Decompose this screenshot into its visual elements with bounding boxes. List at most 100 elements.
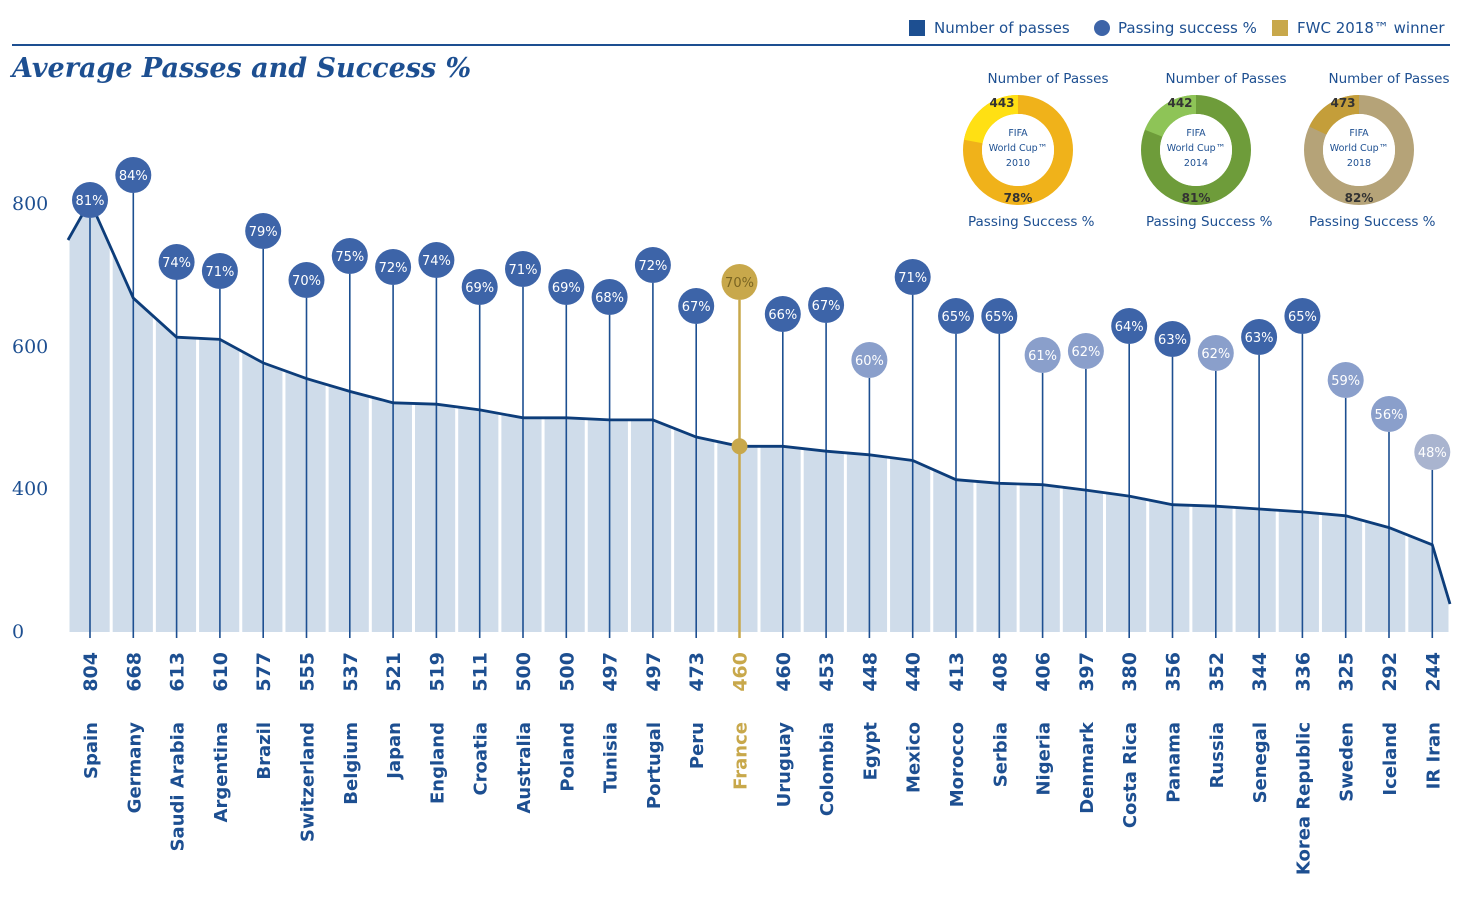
- passes-value-label: 497: [643, 652, 665, 692]
- success-label: 67%: [682, 300, 711, 315]
- passes-value-label: 613: [167, 652, 189, 692]
- y-axis: 0 400 600 800: [12, 193, 48, 643]
- donut-percent: 78%: [1004, 191, 1033, 205]
- success-bubble: [1197, 335, 1234, 371]
- x-labels: 804 Spain 668 Germany 613 Saudi Arabia 610 Arge…: [80, 652, 1444, 875]
- success-bubble: [115, 157, 152, 193]
- country-label: Spain: [81, 722, 102, 779]
- success-bubble: [1414, 434, 1451, 470]
- passes-value-label: 610: [210, 652, 232, 692]
- success-label: 56%: [1375, 408, 1404, 423]
- passes-line: [66, 197, 1452, 605]
- success-bubble: [375, 249, 412, 285]
- passes-value-label: 244: [1422, 652, 1444, 692]
- legend-winner-swatch: [1272, 20, 1288, 36]
- donut-center-label: 2018: [1347, 158, 1371, 169]
- passes-value-label: 500: [556, 652, 578, 692]
- success-label: 74%: [422, 254, 451, 269]
- country-label: Tunisia: [601, 722, 622, 793]
- success-bubble: [331, 238, 368, 274]
- success-bubble: [418, 242, 455, 278]
- success-bubble: [505, 251, 541, 287]
- y-tick-label: 0: [12, 621, 24, 643]
- passes-value-label: 292: [1379, 652, 1401, 692]
- country-label: Costa Rica: [1120, 722, 1141, 828]
- country-label: Colombia: [817, 722, 838, 816]
- success-label: 84%: [119, 169, 148, 184]
- legend-passes-label: Number of passes: [934, 19, 1070, 37]
- success-bubble: [634, 247, 671, 283]
- passes-value-label: 413: [946, 652, 968, 692]
- passes-value-label: 500: [513, 652, 535, 692]
- donut-center-label: FIFA: [1008, 128, 1028, 139]
- country-label: Portugal: [644, 722, 665, 809]
- country-label: Brazil: [254, 722, 275, 780]
- success-bubble: [894, 259, 931, 295]
- success-label: 66%: [768, 308, 797, 323]
- donut-center-label: World Cup™: [1330, 143, 1388, 154]
- success-label: 65%: [985, 310, 1014, 325]
- country-label: France: [731, 722, 752, 790]
- success-bubble: [461, 269, 498, 305]
- passes-value-label: 352: [1206, 652, 1228, 692]
- success-bubble: [721, 264, 758, 300]
- passes-value-label: 473: [686, 652, 708, 692]
- area-layer: [66, 201, 1452, 638]
- success-label: 62%: [1071, 345, 1100, 360]
- country-label: Russia: [1207, 722, 1228, 788]
- success-label: 69%: [552, 281, 581, 296]
- passes-value-label: 408: [989, 652, 1011, 692]
- success-label: 71%: [205, 265, 234, 280]
- success-label: 69%: [465, 281, 494, 296]
- country-label: Nigeria: [1034, 722, 1055, 796]
- country-label: Senegal: [1250, 722, 1271, 803]
- donut-center-label: World Cup™: [989, 143, 1047, 154]
- success-label: 72%: [379, 261, 408, 276]
- country-label: Australia: [514, 722, 535, 814]
- legend-success-swatch: [1094, 20, 1110, 36]
- success-label: 68%: [595, 291, 624, 306]
- success-bubble: [678, 288, 715, 324]
- donut-passes-value: 473: [1330, 96, 1355, 110]
- success-bubble: [764, 296, 801, 332]
- country-label: Serbia: [990, 722, 1011, 787]
- passes-value-label: 668: [123, 652, 145, 692]
- passes-value-label: 577: [253, 652, 275, 692]
- success-bubble: [1154, 321, 1191, 357]
- line-layer: [66, 197, 1452, 605]
- donut-center-label: World Cup™: [1167, 143, 1225, 154]
- success-label: 62%: [1201, 347, 1230, 362]
- donut-bottom-label: Passing Success %: [1146, 214, 1273, 230]
- country-label: Saudi Arabia: [168, 722, 189, 851]
- country-label: Germany: [124, 722, 145, 814]
- passes-value-label: 511: [470, 652, 492, 692]
- success-bubble: [201, 253, 238, 289]
- donut-top-label: Number of Passes: [1328, 71, 1449, 87]
- success-bubble: [808, 287, 845, 323]
- success-label: 65%: [942, 310, 971, 325]
- country-label: Japan: [384, 722, 405, 781]
- y-tick-label: 800: [12, 193, 48, 215]
- country-label: Korea Republic: [1293, 722, 1314, 875]
- country-label: Argentina: [211, 722, 232, 822]
- success-label: 65%: [1288, 310, 1317, 325]
- country-label: IR Iran: [1423, 722, 1444, 789]
- success-bubble: [1067, 333, 1104, 369]
- country-label: Poland: [557, 722, 578, 792]
- passes-value-label: 519: [426, 652, 448, 692]
- donut-center-label: FIFA: [1186, 128, 1206, 139]
- success-label: 63%: [1245, 331, 1274, 346]
- passes-value-label: 336: [1292, 652, 1314, 692]
- passes-value-label: 397: [1076, 652, 1098, 692]
- country-label: Panama: [1164, 722, 1185, 803]
- passes-value-label: 440: [903, 652, 925, 692]
- legend-success-label: Passing success %: [1118, 19, 1257, 37]
- country-label: Sweden: [1337, 722, 1358, 802]
- success-label: 63%: [1158, 333, 1187, 348]
- success-label: 48%: [1418, 446, 1447, 461]
- donut-center-label: 2014: [1184, 158, 1208, 169]
- donut-bottom-label: Passing Success %: [968, 214, 1095, 230]
- success-bubble: [1241, 319, 1278, 355]
- donut-insets: Number of Passes 443 FIFA World Cup™ 2010 78%…: [963, 71, 1450, 230]
- success-bubble: [591, 279, 628, 315]
